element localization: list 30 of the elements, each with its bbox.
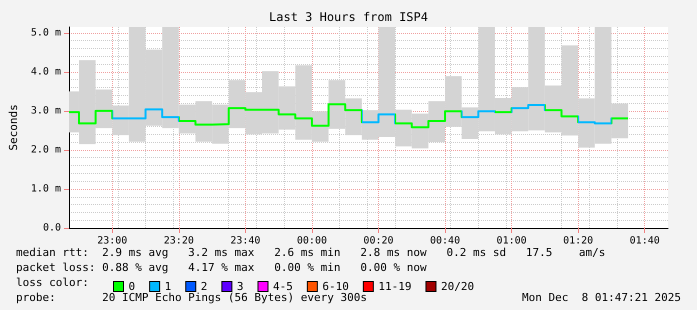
y-tick-label: 1.0 m — [30, 183, 61, 194]
x-tick-label: 00:00 — [296, 236, 327, 246]
legend-label: 11-19 — [378, 280, 412, 293]
legend-label: 20/20 — [440, 280, 474, 293]
x-tick-label: 01:40 — [630, 236, 660, 246]
y-tick-label: 0.0 — [42, 222, 61, 234]
y-tick-label: 4.0 m — [30, 66, 61, 78]
chart-title: Last 3 Hours from ISP4 — [269, 10, 428, 24]
legend-label: 6-10 — [322, 280, 349, 293]
y-tick-label: 2.0 m — [30, 144, 61, 156]
legend-label: 2 — [200, 280, 208, 293]
legend-label: 4-5 — [272, 280, 293, 293]
text: median rtt: 2.9 ms avg 3.2 ms max 2.6 ms min 2.8 ms now 0.2 ms sd 17.5 am/s — [16, 246, 606, 259]
x-tick-label: 23:00 — [97, 236, 128, 246]
legend-title: loss color: — [16, 276, 89, 289]
legend-label: 0 — [128, 280, 136, 293]
legend-label: 3 — [236, 280, 244, 293]
text: probe: 20 ICMP Echo Pings (56 Bytes) every 300s — [16, 291, 367, 304]
x-tick-label: 23:40 — [230, 236, 260, 246]
x-tick-label: 00:40 — [430, 236, 460, 246]
text: Mon Dec 8 01:47:21 2025 — [522, 291, 682, 304]
legend-label: 1 — [164, 280, 172, 293]
x-tick-label: 01:00 — [496, 236, 527, 246]
x-tick-label: 01:20 — [563, 236, 594, 246]
x-tick-label: 23:20 — [164, 236, 194, 246]
y-axis-title: Seconds — [7, 104, 20, 151]
y-tick-label: 3.0 m — [30, 105, 61, 116]
text: packet loss: 0.88 % avg 4.17 % max 0.00 % min 0.00 % now — [16, 261, 427, 274]
y-tick-label: 5.0 m — [30, 27, 61, 38]
x-tick-label: 00:20 — [363, 236, 394, 246]
